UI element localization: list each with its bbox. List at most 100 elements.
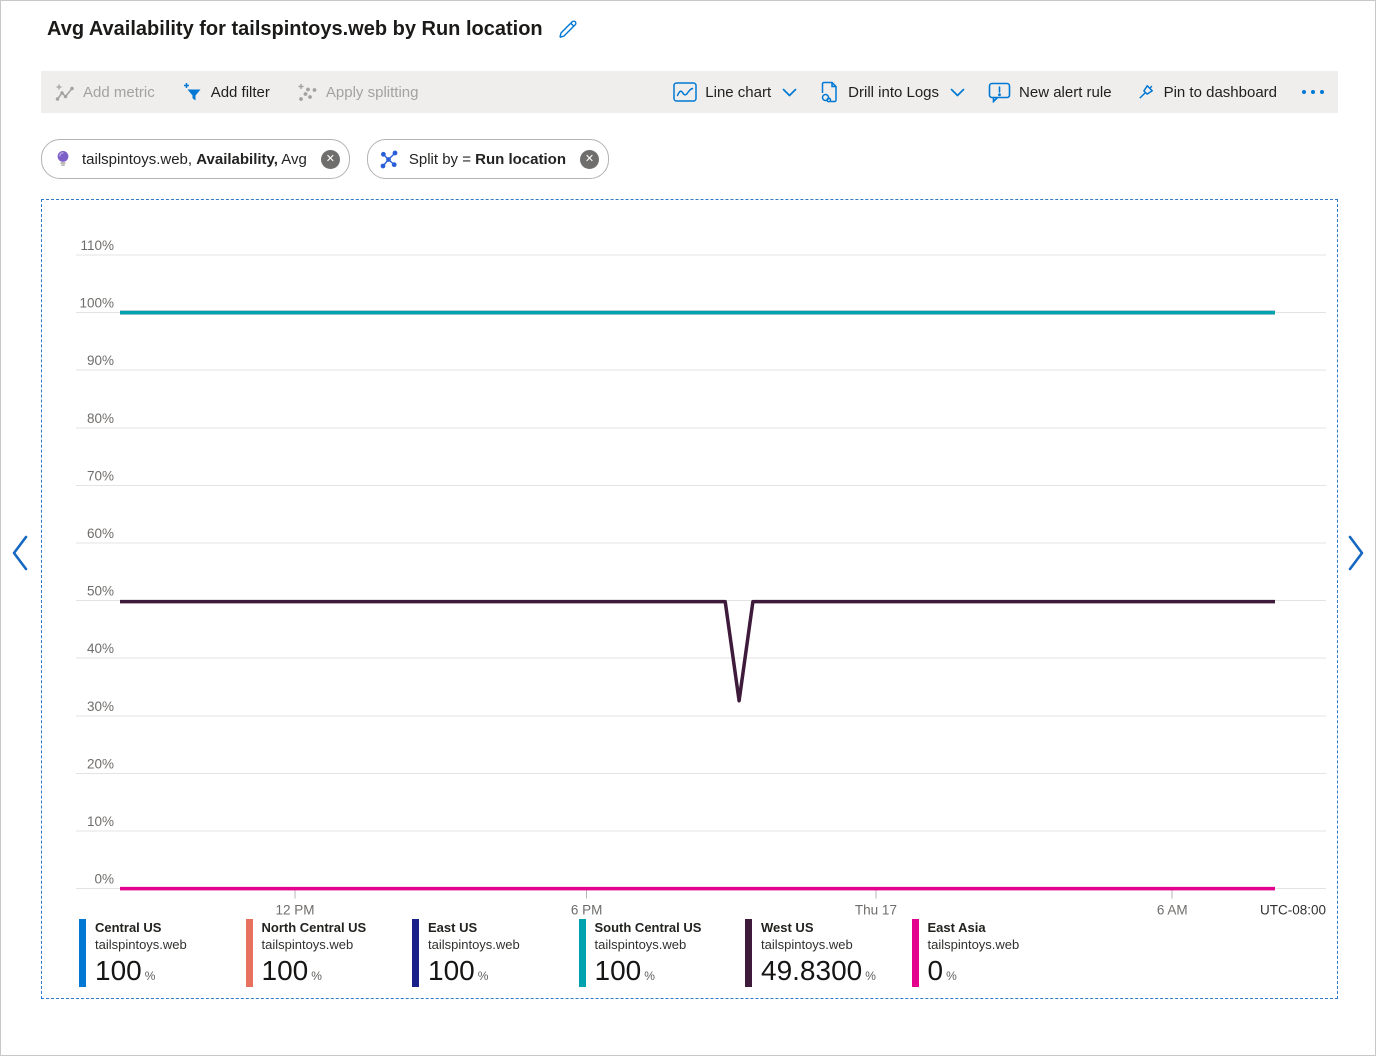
split-icon (379, 149, 400, 170)
ellipsis-icon (1300, 88, 1326, 96)
legend-color-bar (911, 919, 919, 987)
legend-color-bar (745, 919, 752, 987)
x-axis-tick-label: 12 PM (275, 903, 314, 916)
legend-unit: % (144, 969, 156, 983)
y-axis-tick-label: 0% (94, 872, 114, 887)
chevron-down-icon (782, 88, 797, 97)
legend-item-west-us[interactable]: West US tailspintoys.web 49.8300% (745, 919, 912, 987)
legend-resource-name: tailspintoys.web (761, 937, 853, 952)
pin-to-dashboard-label: Pin to dashboard (1163, 83, 1277, 101)
x-axis-tick-label: 6 AM (1157, 903, 1188, 916)
legend-item-east-us[interactable]: East US tailspintoys.web 100% (412, 919, 579, 987)
chevron-down-icon (950, 88, 965, 97)
scroll-right-chevron-icon[interactable] (1345, 533, 1367, 573)
y-axis-tick-label: 100% (79, 296, 114, 311)
y-axis-tick-label: 40% (87, 641, 114, 656)
apply-splitting-icon (297, 83, 318, 102)
y-axis-tick-label: 110% (80, 238, 114, 253)
legend-series-name: East US (428, 920, 478, 935)
legend-value: 100 (261, 955, 309, 986)
chart-title-row: Avg Availability for tailspintoys.web by… (47, 18, 579, 41)
add-metric-icon (55, 83, 75, 102)
new-alert-rule-label: New alert rule (1019, 83, 1112, 101)
legend-series-name: North Central US (261, 920, 367, 935)
legend-color-bar (245, 919, 253, 987)
legend-unit: % (865, 969, 876, 983)
split-pill-label: Split by = Run location (408, 150, 566, 168)
legend-resource-name: tailspintoys.web (95, 937, 187, 952)
pin-to-dashboard-button[interactable]: Pin to dashboard (1135, 82, 1277, 103)
filter-pill-row: tailspintoys.web, Availability, Avg ✕ Sp… (41, 139, 609, 179)
legend-value: 100 (428, 955, 475, 986)
metric-pill-close-icon[interactable]: ✕ (320, 149, 340, 169)
toolbar-right-group: Line chart Drill into Logs New alert rule P… (673, 81, 1326, 103)
legend-item-central-us[interactable]: Central US tailspintoys.web 100% (79, 919, 246, 987)
legend-series-name: South Central US (594, 920, 702, 935)
legend-series-name: East Asia (927, 920, 986, 935)
timezone-label: UTC-08:00 (1260, 903, 1326, 916)
alert-icon (988, 82, 1011, 103)
pin-icon (1135, 82, 1156, 103)
apply-splitting-label: Apply splitting (325, 83, 419, 101)
add-filter-icon (182, 82, 203, 102)
toolbar-left-group: Add metric Add filter Apply splitting (55, 82, 418, 102)
chart-legend: Central US tailspintoys.web 100% North Cent… (79, 919, 1078, 987)
legend-item-north-central-us[interactable]: North Central US tailspintoys.web 100% (245, 919, 413, 987)
add-metric-label: Add metric (83, 83, 155, 101)
lightbulb-icon (53, 149, 73, 169)
metric-pill-label: tailspintoys.web, Availability, Avg (82, 150, 307, 168)
drill-logs-icon (820, 81, 840, 103)
drill-into-logs-button[interactable]: Drill into Logs (820, 81, 965, 103)
chart-type-button[interactable]: Line chart (673, 82, 797, 102)
legend-resource-name: tailspintoys.web (594, 937, 687, 952)
legend-resource-name: tailspintoys.web (927, 937, 1020, 952)
chart-container[interactable]: 110% 100% 90% 80% 70% 60% 50% 40% 30% 20% 10% 0% 12 … (41, 199, 1338, 999)
more-commands-button[interactable] (1300, 88, 1326, 96)
edit-title-pencil-icon[interactable] (556, 18, 579, 41)
legend-series-name: West US (761, 920, 814, 935)
add-filter-button[interactable]: Add filter (182, 82, 270, 102)
apply-splitting-button[interactable]: Apply splitting (297, 83, 419, 102)
series-line-west-us (120, 599, 1275, 703)
legend-unit: % (644, 969, 655, 983)
y-axis-tick-label: 80% (87, 411, 114, 426)
legend-value: 100 (594, 955, 642, 986)
chart-type-label: Line chart (705, 83, 772, 101)
legend-series-name: Central US (95, 920, 162, 935)
chart-toolbar: Add metric Add filter Apply splitting Line… (41, 71, 1338, 113)
y-axis-tick-label: 30% (87, 699, 114, 714)
legend-item-east-asia[interactable]: East Asia tailspintoys.web 0% (911, 919, 1079, 987)
legend-item-south-central-us[interactable]: South Central US tailspintoys.web 100% (578, 919, 746, 987)
legend-value: 49.8300 (761, 955, 863, 986)
y-axis-tick-label: 90% (87, 353, 114, 368)
legend-value: 0 (927, 955, 944, 986)
scroll-left-chevron-icon[interactable] (9, 533, 31, 573)
x-axis-tick-label: Thu 17 (855, 903, 897, 916)
legend-resource-name: tailspintoys.web (428, 937, 520, 952)
legend-unit: % (946, 969, 957, 983)
line-chart: 110% 100% 90% 80% 70% 60% 50% 40% 30% 20% 10% 0% 12 … (76, 238, 1326, 916)
metric-pill[interactable]: tailspintoys.web, Availability, Avg ✕ (41, 139, 350, 179)
split-pill-close-icon[interactable]: ✕ (579, 149, 599, 169)
y-axis-tick-label: 70% (87, 468, 114, 483)
y-axis-tick-label: 10% (87, 814, 114, 829)
legend-color-bar (412, 919, 419, 987)
legend-unit: % (311, 969, 322, 983)
y-axis-tick-label: 20% (87, 756, 114, 771)
legend-resource-name: tailspintoys.web (261, 937, 354, 952)
y-axis-tick-label: 50% (87, 584, 114, 599)
x-axis-tick-label: 6 PM (571, 903, 603, 916)
new-alert-rule-button[interactable]: New alert rule (988, 82, 1112, 103)
split-pill[interactable]: Split by = Run location ✕ (366, 139, 609, 179)
add-metric-button[interactable]: Add metric (55, 83, 155, 102)
drill-into-logs-label: Drill into Logs (848, 83, 940, 101)
legend-color-bar (578, 919, 586, 987)
y-axis-tick-label: 60% (87, 526, 114, 541)
legend-color-bar (79, 919, 86, 987)
page-title: Avg Availability for tailspintoys.web by… (47, 18, 543, 40)
legend-unit: % (477, 969, 489, 983)
add-filter-label: Add filter (210, 83, 270, 101)
line-chart-icon (673, 82, 698, 102)
legend-value: 100 (95, 955, 142, 986)
